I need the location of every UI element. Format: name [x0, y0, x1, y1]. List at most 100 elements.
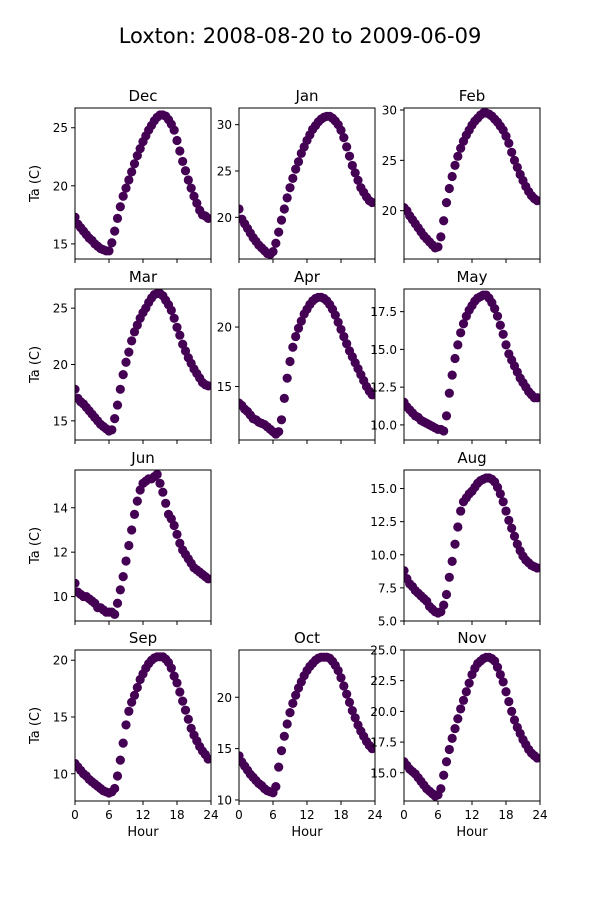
data-point [450, 353, 460, 364]
figure-title: Loxton: 2008-08-20 to 2009-06-09 [118, 24, 482, 48]
y-tick-label: 20 [217, 211, 232, 225]
data-point [279, 731, 289, 741]
data-point [492, 311, 503, 321]
y-tick-label: 25 [382, 154, 397, 168]
data-point [172, 678, 182, 688]
data-point [166, 305, 176, 316]
data-point [115, 202, 125, 212]
y-tick-label: 10.0 [370, 418, 397, 432]
data-point [180, 705, 191, 715]
y-axis-label: Ta (C) [28, 346, 43, 384]
data-point [509, 531, 520, 541]
y-tick-label: 20 [217, 321, 232, 335]
data-point [447, 556, 457, 566]
data-point [271, 238, 281, 248]
axes-frame [403, 288, 541, 441]
data-point [276, 215, 287, 225]
data-point [276, 415, 287, 425]
data-point [441, 198, 452, 208]
data-point [498, 329, 508, 339]
data-point [115, 585, 125, 595]
data-point [501, 687, 511, 697]
subplot-sep: Sep 10 15 20 0 6 12 18 24 Ta (C) Hour [28, 629, 219, 840]
marker-group [75, 470, 211, 619]
subplot-mar: Mar 15 20 25 Ta (C) [28, 268, 212, 444]
x-axis-label: Hour [456, 825, 488, 840]
data-point [104, 246, 114, 256]
data-point [504, 696, 514, 707]
y-tick-label: 15 [53, 414, 68, 428]
data-point [110, 609, 120, 619]
data-point [453, 522, 463, 532]
data-point [178, 696, 188, 706]
marker-group [239, 292, 375, 439]
axes-frame [74, 469, 212, 622]
data-point [367, 744, 375, 754]
data-point [464, 678, 474, 688]
data-point [169, 125, 179, 135]
y-tick-label: 17.5 [370, 305, 397, 319]
subplot-feb: Feb 20 25 30 [382, 87, 541, 263]
data-point [274, 227, 284, 237]
y-tick-label: 14 [53, 501, 68, 515]
subplot-title: May [456, 268, 487, 286]
marker-group [239, 111, 375, 259]
data-point [75, 578, 80, 588]
subplot-nov: Nov 15.0 17.5 20.0 22.5 25.0 0 6 12 18 24 Hour [370, 629, 547, 840]
data-point [127, 336, 137, 346]
data-point [132, 682, 142, 693]
data-point [158, 487, 168, 497]
y-tick-label: 15.0 [370, 482, 397, 496]
axes-frame [238, 107, 376, 260]
data-point [285, 708, 295, 718]
data-point [285, 183, 295, 193]
x-axis-label: Hour [127, 825, 159, 840]
data-point [507, 706, 517, 716]
y-axis-label: Ta (C) [28, 527, 43, 565]
axes-frame [403, 469, 541, 622]
x-tick-label: 6 [105, 808, 113, 822]
y-tick-label: 30 [382, 104, 397, 118]
data-point [458, 319, 469, 329]
y-tick-label: 10 [53, 590, 68, 604]
y-tick-label: 15.0 [370, 343, 397, 357]
data-point [512, 162, 522, 172]
data-point [203, 381, 211, 391]
data-point [183, 714, 193, 724]
data-point [268, 246, 278, 257]
data-point [456, 328, 466, 338]
data-point [439, 216, 449, 226]
subplot-jun: Jun 10 12 14 Ta (C) [28, 449, 212, 625]
data-point [444, 744, 454, 755]
data-point [532, 753, 540, 763]
data-point [175, 146, 185, 156]
y-tick-label: 20 [53, 358, 68, 372]
x-tick-label: 6 [434, 808, 442, 822]
y-tick-label: 25 [217, 164, 232, 178]
marker-group [75, 289, 211, 436]
data-point [439, 600, 449, 610]
x-tick-label: 24 [203, 808, 218, 822]
data-point [444, 183, 454, 194]
subplot-title: Feb [459, 87, 486, 105]
data-point [285, 356, 295, 367]
data-point [282, 719, 292, 729]
data-point [288, 342, 298, 352]
subplot-title: Dec [128, 87, 157, 105]
x-tick-label: 12 [135, 808, 150, 822]
data-point [189, 191, 199, 201]
data-point [507, 523, 517, 533]
data-point [75, 384, 80, 394]
data-point [350, 168, 360, 178]
data-point [336, 324, 346, 335]
subplot-aug: Aug 5.0 7.5 10.0 12.5 15.0 [370, 449, 541, 629]
data-point [110, 783, 120, 794]
data-point [342, 689, 352, 699]
y-tick-label: 15 [53, 237, 68, 251]
data-point [293, 157, 304, 167]
data-point [112, 771, 123, 781]
data-point [342, 339, 352, 349]
data-point [495, 489, 505, 499]
subplot-jan: Jan 20 25 30 [217, 87, 376, 263]
data-point [118, 191, 128, 201]
